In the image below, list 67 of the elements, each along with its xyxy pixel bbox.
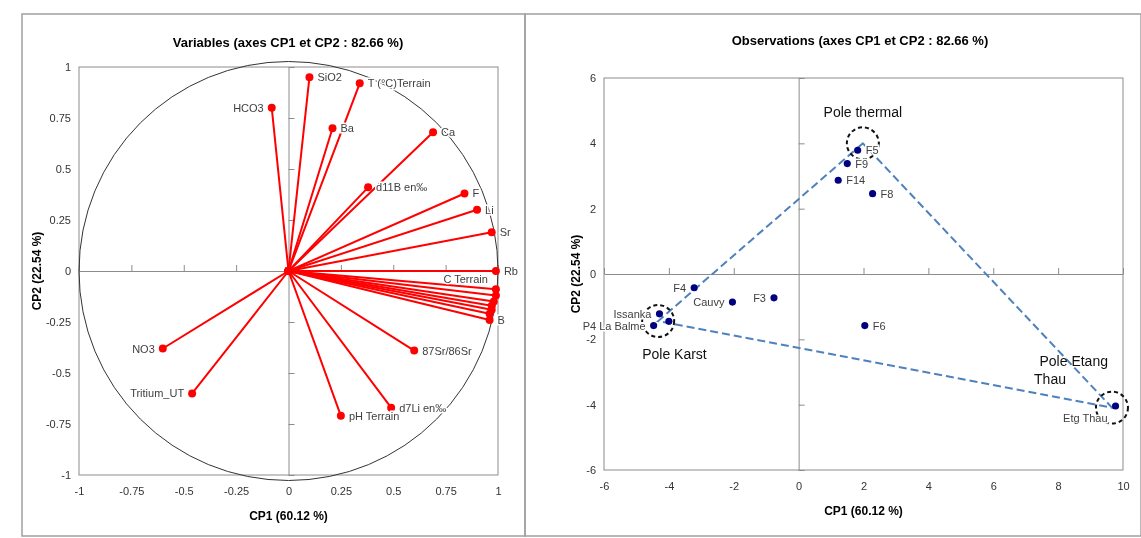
series-label: d11B en‰ [376, 181, 428, 194]
series-label: F4 [673, 281, 687, 294]
series-label: P4 La Balme [582, 319, 646, 332]
x-tick-label: -0.75 [119, 484, 145, 497]
series-label: B [497, 313, 505, 326]
x-tick-label: 6 [990, 479, 997, 492]
x-tick-label: 0.75 [435, 484, 457, 497]
y-tick-label: -4 [586, 398, 596, 411]
y-tick-label: 0 [64, 265, 71, 278]
y-tick-label: -0.5 [52, 367, 71, 380]
y-tick-label: 0.25 [49, 214, 71, 227]
x-tick-label: -0.5 [174, 484, 194, 497]
series-label: Tritium_UT [130, 387, 185, 400]
series-label: F14 [846, 174, 866, 187]
x-tick-label: 2 [860, 479, 868, 492]
y-tick-label: 6 [589, 72, 596, 85]
x-tick-label: -1 [74, 484, 85, 497]
series-label: pH Terrain [348, 409, 400, 422]
y-tick-label: 4 [589, 137, 596, 150]
x-tick-label: 0.25 [330, 484, 353, 497]
y-tick-label: 0.75 [49, 112, 71, 125]
y-tick-label: -0.75 [45, 418, 71, 431]
y-tick-label: 0.5 [55, 163, 71, 176]
series-label: NO3 [132, 342, 155, 355]
y-tick-label: 1 [64, 61, 71, 74]
annotation: Pole thermal [823, 104, 903, 121]
series-label: C Terrain [443, 273, 488, 286]
x-tick-label: 1 [495, 484, 502, 497]
series-label: F [472, 187, 480, 200]
x-tick-label: -4 [664, 479, 675, 492]
series-label: Issanka [613, 307, 653, 320]
x-tick-label: -6 [599, 479, 610, 492]
series-label: F3 [753, 291, 766, 304]
series-label: F6 [872, 319, 886, 332]
annotation: Pole Karst [642, 346, 707, 363]
chart-title: Observations (axes CP1 et CP2 : 82.66 %) [731, 33, 989, 48]
y-tick-label: -6 [586, 464, 596, 477]
x-tick-label: 8 [1055, 479, 1062, 492]
y-tick-label: 2 [589, 202, 596, 215]
y-axis-title: CP2 (22.54 %) [569, 234, 583, 314]
series-label: Sr [499, 226, 512, 239]
x-axis-title: CP1 (60.12 %) [249, 509, 328, 523]
series-label: T (°C)Terrain [367, 77, 431, 90]
chart-title: Variables (axes CP1 et CP2 : 82.66 %) [172, 35, 404, 50]
y-tick-label: -0.25 [45, 316, 71, 329]
series-label: Rb [503, 265, 518, 277]
series-label: SiO2 [317, 71, 342, 84]
series-label: Etg Thau [1063, 411, 1108, 424]
x-tick-label: 0 [285, 484, 293, 497]
x-tick-label: 10 [1117, 479, 1130, 492]
y-tick-label: 0 [589, 268, 596, 281]
x-tick-label: 4 [925, 479, 932, 492]
series-label: HCO3 [233, 101, 264, 114]
x-tick-label: 0.5 [386, 484, 402, 497]
x-tick-label: -2 [729, 479, 740, 492]
y-tick-label: -2 [586, 333, 596, 346]
series-label: Cauvy [693, 296, 725, 309]
series-label: F8 [880, 187, 894, 200]
y-tick-label: -1 [61, 469, 71, 482]
annotation: Pole Etang Thau [1034, 352, 1108, 387]
x-tick-label: -0.25 [224, 484, 250, 497]
x-axis-title: CP1 (60.12 %) [824, 504, 903, 518]
x-tick-label: 0 [796, 479, 803, 492]
series-label: d7Li en‰ [399, 401, 447, 414]
series-label: F9 [855, 157, 869, 170]
y-axis-title: CP2 (22.54 %) [30, 231, 44, 311]
series-label: 87Sr/86Sr [422, 344, 473, 357]
